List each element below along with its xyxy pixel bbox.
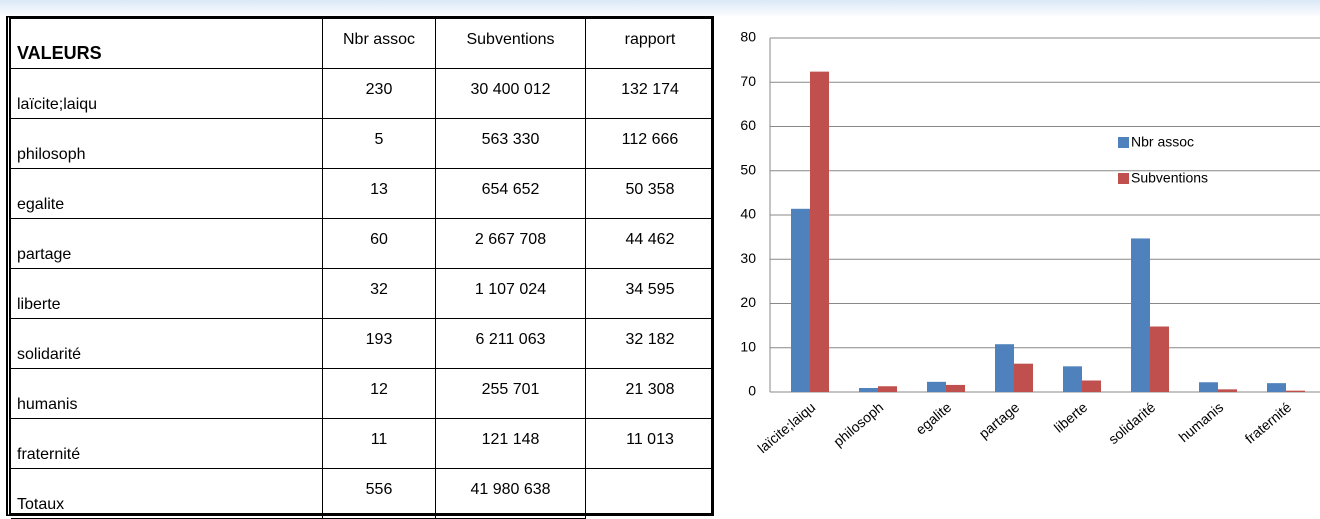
table-cell: 5 [323, 119, 436, 169]
table-cell: 11 013 [586, 419, 714, 469]
table-cell: laïcite;laiqu [11, 69, 323, 119]
table-cell: solidarité [11, 319, 323, 369]
x-tick-label: solidarité [1105, 399, 1158, 447]
table-cell: 230 [323, 69, 436, 119]
bar [1218, 389, 1237, 392]
x-tick-label: laïcite;laiqu [754, 399, 818, 456]
table-cell: Totaux [11, 469, 323, 519]
legend-swatch [1118, 137, 1129, 148]
bar [791, 208, 810, 392]
table-cell: 50 358 [586, 169, 714, 219]
table-cell: egalite [11, 169, 323, 219]
x-tick-label: fraternité [1242, 399, 1295, 447]
x-tick-label: humanis [1175, 399, 1226, 445]
table-cell: 44 462 [586, 219, 714, 269]
table-cell: 11 [323, 419, 436, 469]
data-table: VALEURS Nbr assoc Subventions rapport laïcit… [6, 16, 714, 519]
y-tick-label: 60 [740, 117, 756, 133]
y-tick-label: 30 [740, 250, 756, 266]
x-tick-label: liberte [1051, 399, 1091, 436]
bar [878, 386, 897, 392]
legend-label: Nbr assoc [1131, 134, 1194, 150]
table-cell: 41 980 638 [436, 469, 586, 519]
header-cell: Nbr assoc [323, 19, 436, 69]
table-cell: 30 400 012 [436, 69, 586, 119]
table-cell: 121 148 [436, 419, 586, 469]
table-cell: 563 330 [436, 119, 586, 169]
y-tick-label: 10 [740, 338, 756, 354]
table-cell: 255 701 [436, 369, 586, 419]
y-tick-label: 80 [740, 29, 756, 45]
table-cell: 6 211 063 [436, 319, 586, 369]
table-cell: 132 174 [586, 69, 714, 119]
table-cell: 13 [323, 169, 436, 219]
bar [1199, 382, 1218, 392]
table-cell: 21 308 [586, 369, 714, 419]
table-cell: fraternité [11, 419, 323, 469]
x-tick-label: partage [976, 399, 1023, 442]
table-cell: 32 [323, 269, 436, 319]
table-cell: 12 [323, 369, 436, 419]
header-cell: rapport [586, 19, 714, 69]
bar [1267, 383, 1286, 392]
legend-swatch [1118, 173, 1129, 184]
bar [1286, 390, 1305, 392]
bar [1063, 366, 1082, 392]
bar [1150, 326, 1169, 392]
table-cell: 193 [323, 319, 436, 369]
table-cell: partage [11, 219, 323, 269]
chart: 0 10 20 30 40 50 60 70 80 laïcite;laiqu philosoph e… [714, 16, 1320, 507]
table-cell: 32 182 [586, 319, 714, 369]
bar [1014, 363, 1033, 392]
y-tick-label: 70 [740, 73, 756, 89]
table-cell: humanis [11, 369, 323, 419]
table-cell: 2 667 708 [436, 219, 586, 269]
table-cell: 112 666 [586, 119, 714, 169]
bar [810, 71, 829, 392]
y-tick-label: 20 [740, 294, 756, 310]
bar [859, 388, 878, 392]
y-tick-label: 0 [748, 383, 756, 399]
header-cell: Subventions [436, 19, 586, 69]
table-cell: 1 107 024 [436, 269, 586, 319]
bar [946, 384, 965, 392]
table-cell: liberte [11, 269, 323, 319]
y-tick-label: 40 [740, 206, 756, 222]
header-cell: VALEURS [11, 19, 323, 69]
table-cell: 60 [323, 219, 436, 269]
x-tick-label: philosoph [830, 399, 886, 450]
table-cell: 556 [323, 469, 436, 519]
table-cell: 654 652 [436, 169, 586, 219]
legend-label: Subventions [1131, 170, 1208, 186]
bar [927, 381, 946, 392]
x-tick-label: egalite [912, 399, 954, 438]
y-tick-label: 50 [740, 161, 756, 177]
table-cell: 34 595 [586, 269, 714, 319]
bar [995, 344, 1014, 392]
bar [1082, 380, 1101, 392]
bar [1131, 238, 1150, 392]
table-cell: philosoph [11, 119, 323, 169]
